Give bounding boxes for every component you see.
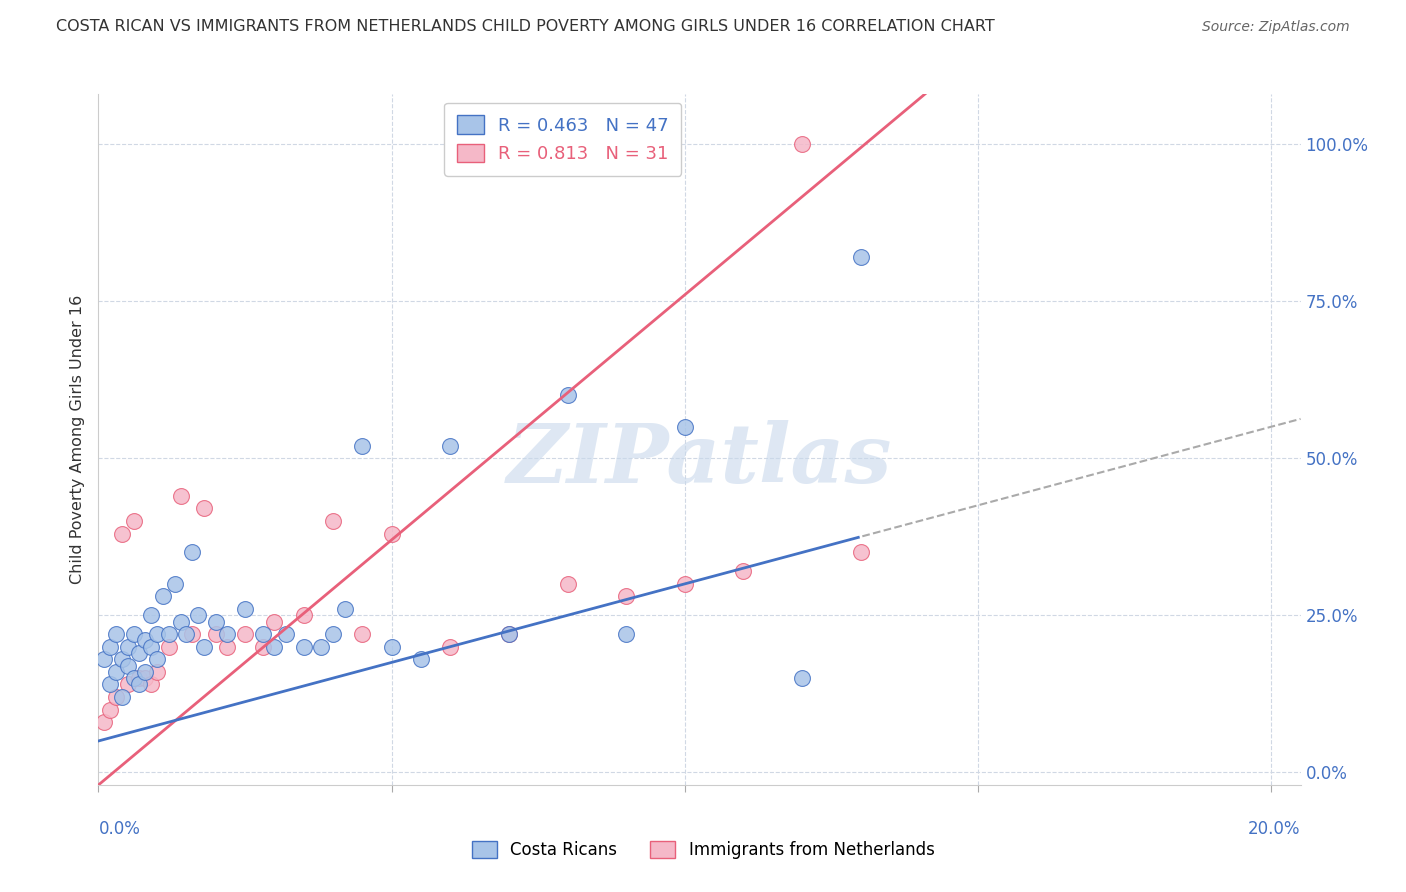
Point [352, 627, 374, 641]
Point [98, 640, 121, 654]
Point [252, 640, 274, 654]
Point [498, 627, 520, 641]
Point [152, 590, 174, 604]
Point [790, 136, 813, 151]
Point [673, 577, 696, 591]
Point [111, 526, 134, 541]
Point [352, 439, 374, 453]
Point [157, 627, 180, 641]
Point [322, 514, 344, 528]
Point [128, 677, 150, 691]
Point [322, 627, 344, 641]
Point [105, 690, 128, 704]
Point [193, 501, 215, 516]
Point [93, 652, 115, 666]
Point [181, 627, 204, 641]
Point [176, 627, 198, 641]
Point [117, 640, 139, 654]
Point [274, 627, 297, 641]
Point [849, 250, 872, 264]
Point [169, 489, 191, 503]
Point [498, 627, 520, 641]
Point [733, 564, 755, 578]
Text: ZIPatlas: ZIPatlas [506, 420, 893, 500]
Point [217, 640, 239, 654]
Point [157, 640, 180, 654]
Point [849, 545, 872, 559]
Point [146, 665, 169, 679]
Point [292, 608, 315, 623]
Point [134, 633, 156, 648]
Point [409, 652, 432, 666]
Point [98, 702, 121, 716]
Point [439, 439, 461, 453]
Point [122, 671, 145, 685]
Text: 20.0%: 20.0% [1249, 820, 1301, 838]
Point [673, 419, 696, 434]
Point [557, 577, 579, 591]
Point [381, 526, 404, 541]
Point [204, 615, 226, 629]
Point [169, 615, 191, 629]
Point [128, 671, 150, 685]
Point [141, 677, 163, 691]
Point [263, 615, 285, 629]
Point [117, 677, 139, 691]
Point [217, 627, 239, 641]
Point [146, 652, 169, 666]
Point [163, 577, 186, 591]
Point [105, 665, 128, 679]
Point [111, 652, 134, 666]
Point [614, 590, 637, 604]
Legend: R = 0.463   N = 47, R = 0.813   N = 31: R = 0.463 N = 47, R = 0.813 N = 31 [444, 103, 682, 176]
Point [233, 602, 256, 616]
Text: Source: ZipAtlas.com: Source: ZipAtlas.com [1202, 21, 1350, 34]
Point [93, 715, 115, 730]
Point [193, 640, 215, 654]
Text: 0.0%: 0.0% [98, 820, 141, 838]
Point [333, 602, 356, 616]
Point [141, 608, 163, 623]
Point [187, 608, 209, 623]
Point [233, 627, 256, 641]
Point [557, 388, 579, 402]
Point [292, 640, 315, 654]
Point [252, 627, 274, 641]
Point [181, 545, 204, 559]
Point [309, 640, 332, 654]
Point [134, 671, 156, 685]
Point [614, 627, 637, 641]
Point [98, 677, 121, 691]
Legend: Costa Ricans, Immigrants from Netherlands: Costa Ricans, Immigrants from Netherland… [465, 834, 941, 866]
Point [105, 627, 128, 641]
Point [134, 665, 156, 679]
Point [111, 690, 134, 704]
Point [128, 646, 150, 660]
Point [122, 514, 145, 528]
Point [141, 640, 163, 654]
Point [204, 627, 226, 641]
Point [122, 627, 145, 641]
Point [263, 640, 285, 654]
Point [439, 640, 461, 654]
Point [117, 658, 139, 673]
Point [381, 640, 404, 654]
Y-axis label: Child Poverty Among Girls Under 16: Child Poverty Among Girls Under 16 [69, 294, 84, 584]
Point [790, 671, 813, 685]
Text: COSTA RICAN VS IMMIGRANTS FROM NETHERLANDS CHILD POVERTY AMONG GIRLS UNDER 16 CO: COSTA RICAN VS IMMIGRANTS FROM NETHERLAN… [56, 20, 995, 34]
Point [146, 627, 169, 641]
